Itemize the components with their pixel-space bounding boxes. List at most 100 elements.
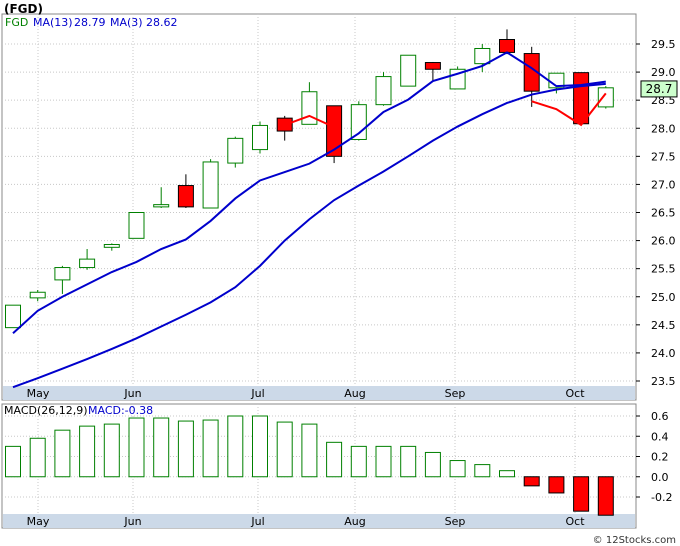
- last-price-value: 28.7: [646, 82, 673, 96]
- legend-ma3-label: MA(3): [110, 16, 143, 29]
- macd-x-axis: May Jun Jul Aug Sep Oct: [3, 514, 635, 528]
- ma3-dip-line: [284, 114, 335, 129]
- ma3-recent-line: [531, 92, 607, 127]
- price-y-tick-label: 25.5: [651, 263, 676, 276]
- legend-ma3-value: 28.62: [146, 16, 178, 29]
- price-y-tick-label: 29.5: [651, 38, 676, 51]
- moving-averages: [12, 51, 607, 389]
- candle-up: [54, 267, 71, 281]
- macd-histogram: [5, 415, 614, 516]
- ma3-history-line: [12, 51, 606, 334]
- macd-bar-positive: [301, 423, 318, 478]
- price-y-tick-label: 29.0: [651, 66, 676, 79]
- watermark: © 12Stocks.com: [593, 535, 676, 546]
- price-month-label: Jul: [250, 387, 264, 400]
- legend-ma13-label: MA(13): [33, 16, 73, 29]
- price-month-band: [3, 386, 635, 400]
- candle-up: [474, 47, 491, 65]
- macd-y-tick-label: -0.2: [651, 491, 672, 504]
- candle-up: [202, 161, 219, 209]
- candle-up: [301, 91, 318, 125]
- candle-down: [326, 105, 343, 157]
- price-month-label: Sep: [445, 387, 466, 400]
- candle-down: [573, 72, 590, 125]
- last-price-marker: 28.7: [640, 80, 678, 98]
- candle-up: [597, 87, 614, 108]
- candle-up: [5, 304, 21, 329]
- price-y-tick-label: 24.0: [651, 347, 676, 360]
- macd-bar-positive: [252, 415, 268, 478]
- candle-down: [499, 39, 515, 53]
- candle-up: [153, 204, 170, 208]
- chart-title: (FGD): [4, 2, 43, 16]
- macd-bar-negative: [548, 476, 565, 494]
- price-y-tick-label: 27.0: [651, 178, 676, 191]
- candle-up: [29, 291, 46, 299]
- macd-month-label: Aug: [344, 515, 365, 528]
- macd-month-label: Jun: [123, 515, 141, 528]
- macd-month-label: Jul: [250, 515, 264, 528]
- price-y-tick-label: 28.0: [651, 122, 676, 135]
- candle-down: [523, 53, 540, 92]
- macd-bar-positive: [350, 445, 367, 478]
- macd-y-tick-label: 0.6: [651, 410, 669, 423]
- macd-month-label: Oct: [565, 515, 585, 528]
- price-panel: [1, 13, 637, 401]
- macd-bar-positive: [449, 460, 466, 478]
- candle-up: [103, 244, 120, 248]
- price-y-tick-label: 26.5: [651, 207, 676, 220]
- macd-panel: [1, 403, 637, 529]
- macd-bar-positive: [103, 423, 120, 478]
- price-y-tick-label: 24.5: [651, 319, 676, 332]
- ma13-line: [12, 82, 606, 389]
- price-month-label: Oct: [565, 387, 585, 400]
- candle-down: [177, 185, 194, 208]
- macd-bar-positive: [326, 441, 343, 478]
- macd-bar-positive: [153, 417, 170, 478]
- macd-bar-negative: [597, 476, 614, 516]
- macd-bar-positive: [474, 464, 491, 478]
- price-y-tick-label: 23.5: [651, 375, 676, 388]
- candle-up: [128, 212, 145, 239]
- price-y-tick-label: 25.0: [651, 291, 676, 304]
- macd-legend-value: MACD:-0.38: [88, 404, 153, 417]
- macd-bar-negative: [573, 476, 590, 512]
- macd-bar-positive: [499, 470, 515, 478]
- candle-up: [375, 76, 392, 106]
- macd-bar-positive: [375, 445, 392, 478]
- macd-bar-positive: [5, 445, 21, 478]
- legend-ma13-value: 28.79: [74, 16, 106, 29]
- macd-bar-positive: [202, 419, 219, 478]
- legend-ticker: FGD: [5, 16, 28, 29]
- price-month-label: Aug: [344, 387, 365, 400]
- macd-bar-positive: [54, 429, 71, 478]
- macd-bar-positive: [227, 415, 244, 478]
- macd-month-band: [3, 514, 635, 528]
- price-x-axis: May Jun Jul Aug Sep Oct: [3, 386, 635, 400]
- candle-up: [79, 258, 96, 269]
- macd-y-tick-label: 0.2: [651, 451, 669, 464]
- price-y-tick-label: 26.0: [651, 235, 676, 248]
- price-grid: [2, 14, 636, 400]
- candle-up: [400, 54, 417, 87]
- macd-bar-positive: [29, 437, 46, 478]
- price-month-label: Jun: [123, 387, 141, 400]
- macd-legend-label: MACD(26,12,9): [4, 404, 88, 417]
- candlesticks: [5, 29, 614, 329]
- candle-down: [424, 62, 441, 70]
- last-price-box: [640, 80, 678, 98]
- macd-bar-positive: [424, 451, 441, 478]
- macd-month-label: May: [27, 515, 50, 528]
- price-y-tick-label: 27.5: [651, 150, 676, 163]
- macd-bar-negative: [523, 476, 540, 487]
- macd-bar-positive: [128, 417, 145, 478]
- candle-up: [227, 137, 244, 164]
- macd-month-label: Sep: [445, 515, 466, 528]
- macd-bar-positive: [400, 445, 417, 478]
- macd-bar-positive: [79, 425, 96, 478]
- macd-y-axis: 0.6 0.4 0.2 0.0 -0.2: [636, 410, 672, 504]
- macd-y-tick-label: 0.0: [651, 471, 669, 484]
- price-month-label: May: [27, 387, 50, 400]
- macd-bar-positive: [177, 420, 194, 478]
